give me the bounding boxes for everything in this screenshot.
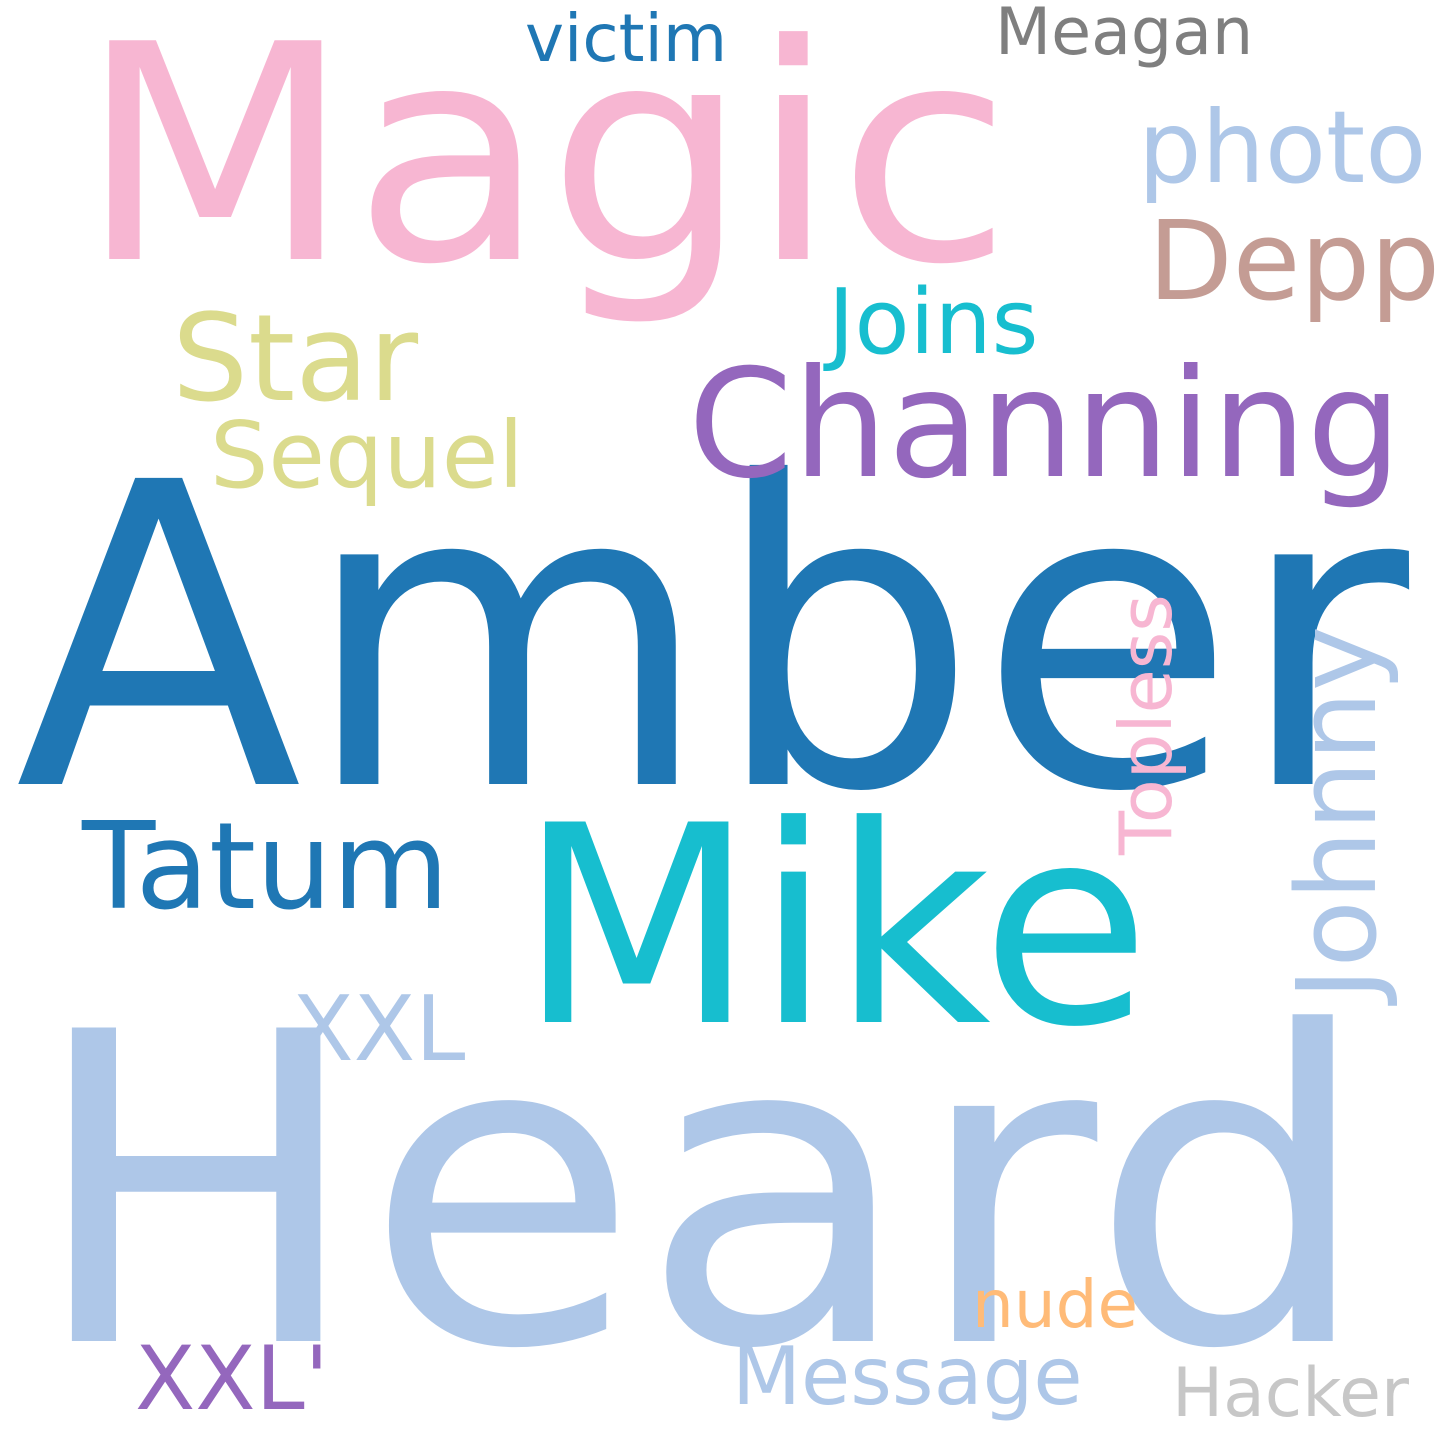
word-mike: Mike [518, 767, 1151, 1087]
word-victim: victim [525, 0, 728, 77]
word-tatum: Tatum [82, 798, 449, 937]
word-message: Message [732, 1330, 1083, 1423]
word-nude: nude [972, 1266, 1139, 1343]
word-xxl-quote: XXL' [135, 1327, 329, 1430]
word-meagan: Meagan [995, 0, 1254, 70]
word-star: Star [172, 290, 419, 429]
word-hacker: Hacker [1172, 1354, 1409, 1433]
word-johnny: Johnny [1273, 626, 1401, 1000]
word-depp: Depp [1148, 197, 1440, 325]
word-heard: Heard [28, 943, 1374, 1443]
word-sequel: Sequel [210, 402, 524, 509]
word-topless: Topless [1104, 594, 1188, 855]
word-photo: photo [1138, 89, 1427, 206]
word-amber: Amber [15, 395, 1410, 884]
word-joins: Joins [828, 270, 1039, 375]
word-magic: Magic [78, 0, 1013, 330]
word-xxl: XXL [292, 977, 466, 1082]
word-channing: Channing [688, 338, 1402, 512]
